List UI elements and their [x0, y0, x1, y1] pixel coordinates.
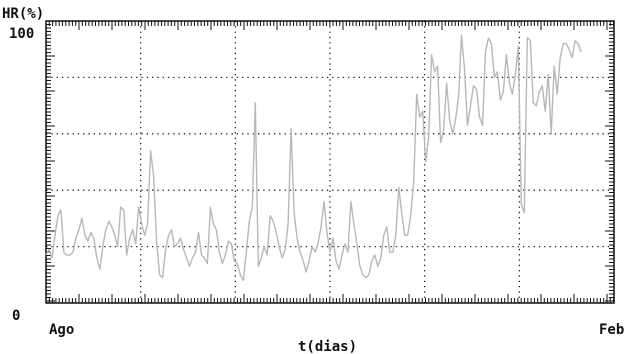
plot-frame — [45, 20, 615, 304]
x-tick-start: Ago — [49, 322, 74, 338]
series-line-hr — [45, 34, 582, 282]
y-tick-100: 100 — [9, 26, 34, 42]
y-axis-label: HR(%) — [2, 6, 44, 22]
x-axis-label: t(dias) — [298, 339, 357, 354]
x-tick-end: Feb — [599, 322, 624, 338]
y-tick-0: 0 — [12, 308, 20, 324]
